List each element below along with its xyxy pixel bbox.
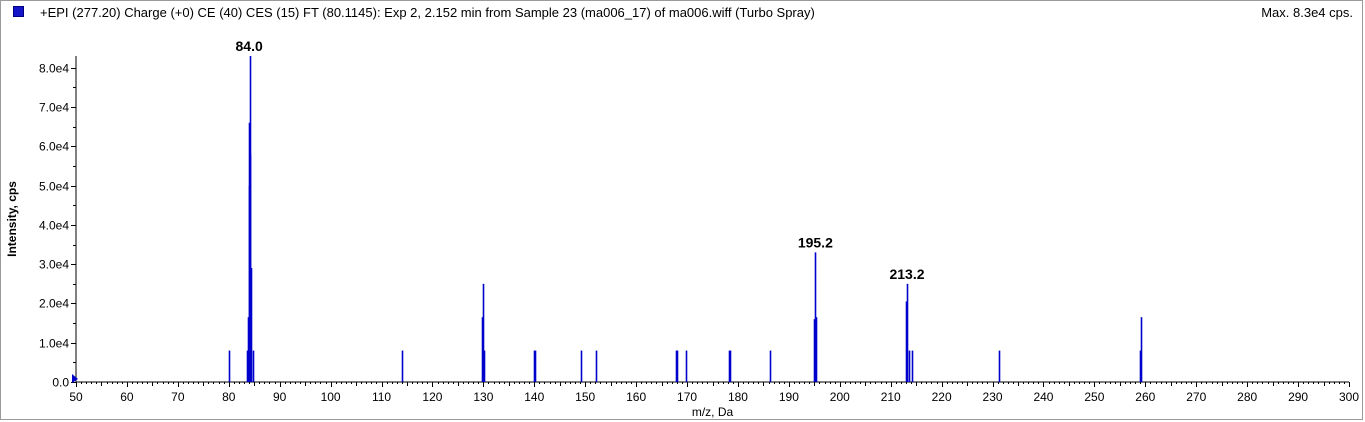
y-tick-label: 0.0	[52, 376, 69, 390]
x-tick-label: 50	[69, 390, 83, 404]
y-tick-label: 6.0e4	[39, 140, 69, 154]
x-tick-label: 290	[1288, 390, 1308, 404]
y-tick-label: 1.0e4	[39, 337, 69, 351]
x-tick-label: 180	[728, 390, 748, 404]
x-tick-label: 120	[422, 390, 442, 404]
plot-axes: 50 60 70 80 90 100 110 120 130 140 150 160 170 180 190…	[39, 56, 1359, 404]
y-axis-title: Intensity, cps	[5, 181, 19, 257]
x-tick-label: 200	[830, 390, 850, 404]
x-tick-label: 140	[524, 390, 544, 404]
y-tick-label: 4.0e4	[39, 219, 69, 233]
peak-labels: 84.0 195.2 213.2	[236, 38, 925, 282]
x-axis-title: m/z, Da	[692, 405, 734, 419]
x-tick-label: 230	[983, 390, 1003, 404]
x-tick-label: 150	[575, 390, 595, 404]
y-tick-label: 7.0e4	[39, 101, 69, 115]
x-tick-label: 80	[222, 390, 236, 404]
x-tick-label: 270	[1186, 390, 1206, 404]
x-tick-label: 110	[372, 390, 391, 404]
y-tick-label: 3.0e4	[39, 258, 69, 272]
x-tick-label: 210	[881, 390, 901, 404]
x-tick-label: 170	[677, 390, 697, 404]
x-tick-label: 250	[1084, 390, 1104, 404]
x-tick-label: 190	[779, 390, 799, 404]
peak-label: 213.2	[889, 266, 924, 282]
y-tick-label: 8.0e4	[39, 62, 69, 76]
x-tick-label: 280	[1237, 390, 1257, 404]
x-tick-label: 60	[120, 390, 134, 404]
x-tick-label: 160	[626, 390, 646, 404]
peak-label: 195.2	[798, 234, 833, 250]
chart-header: +EPI (277.20) Charge (+0) CE (40) CES (1…	[0, 0, 1365, 26]
spectrum-bars	[228, 56, 1143, 382]
peak-label: 84.0	[236, 38, 263, 54]
x-tick-label: 300	[1339, 390, 1359, 404]
chart-title: +EPI (277.20) Charge (+0) CE (40) CES (1…	[40, 5, 815, 20]
max-intensity-label: Max. 8.3e4 cps.	[1261, 5, 1353, 20]
legend-swatch-icon	[13, 6, 24, 17]
x-tick-label: 220	[932, 390, 952, 404]
x-tick-label: 100	[321, 390, 341, 404]
x-tick-label: 260	[1135, 390, 1155, 404]
x-tick-label: 130	[473, 390, 493, 404]
x-tick-label: 90	[273, 390, 287, 404]
origin-marker-icon	[72, 374, 78, 383]
x-tick-label: 70	[171, 390, 185, 404]
y-tick-label: 2.0e4	[39, 297, 69, 311]
x-tick-label: 240	[1033, 390, 1053, 404]
y-tick-label: 5.0e4	[39, 180, 69, 194]
